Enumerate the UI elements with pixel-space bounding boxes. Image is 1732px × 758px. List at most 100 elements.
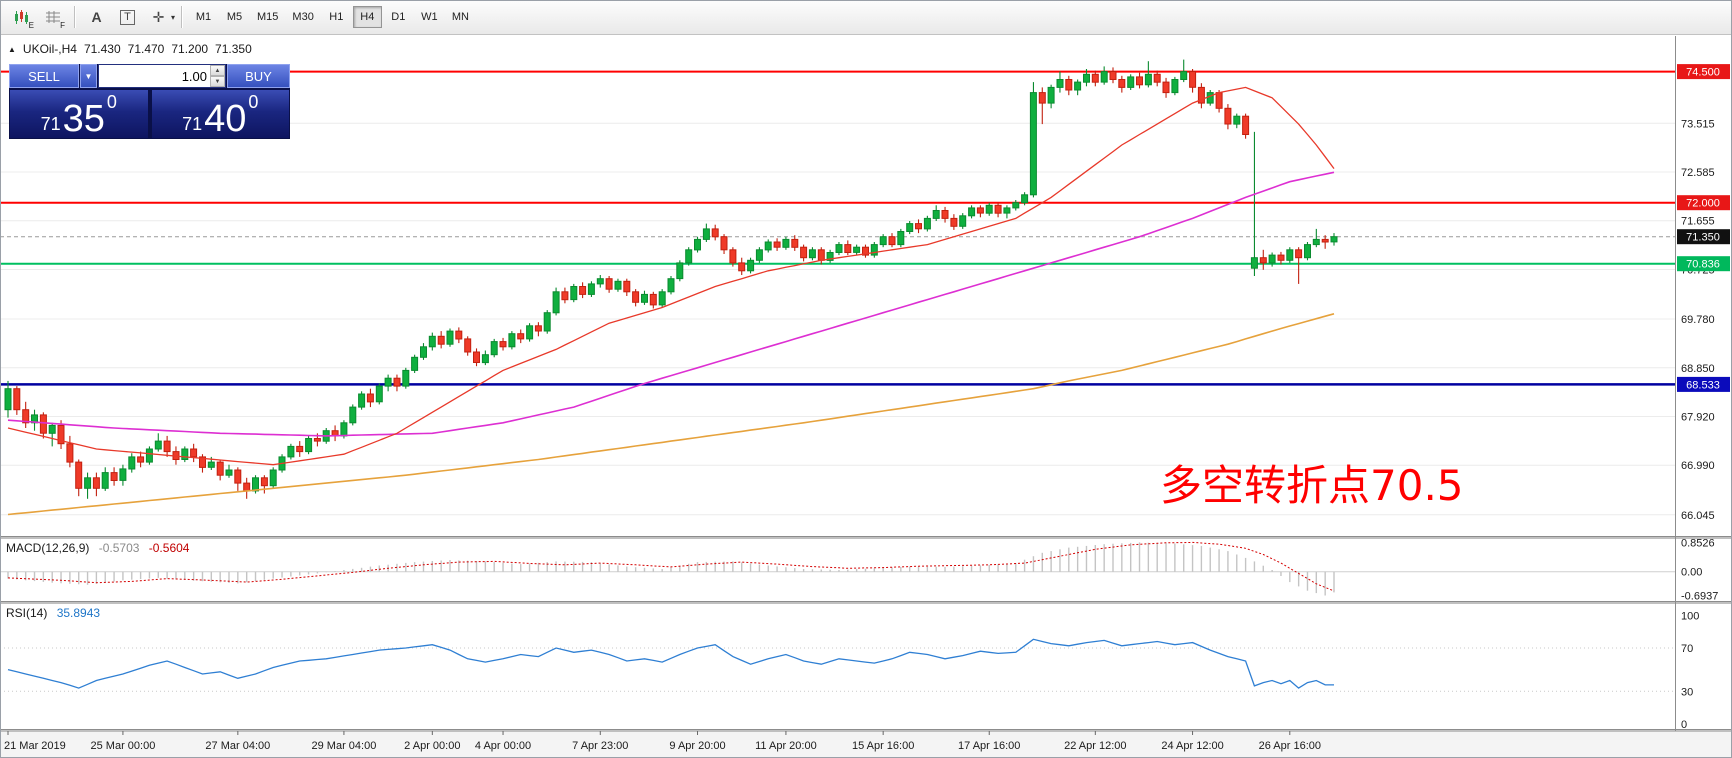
candle-body bbox=[1100, 71, 1108, 83]
candle-body bbox=[260, 477, 268, 487]
rsi-axis-label: 100 bbox=[1681, 611, 1699, 623]
font-tool-icon[interactable]: A bbox=[82, 4, 111, 30]
candle-body bbox=[614, 280, 622, 290]
volume-input[interactable]: 1.00 ▲ ▼ bbox=[98, 64, 226, 88]
candle-body bbox=[349, 406, 357, 424]
candle-body bbox=[738, 262, 746, 272]
price-tick-label: 71.655 bbox=[1681, 216, 1715, 228]
volume-step-up-button[interactable]: ▲ bbox=[210, 65, 225, 76]
candle-body bbox=[720, 236, 728, 251]
volume-dropdown-button[interactable]: ▼ bbox=[80, 64, 97, 88]
candle-body bbox=[1321, 238, 1329, 243]
price-tick-label: 72.585 bbox=[1681, 167, 1715, 179]
candle-body bbox=[968, 207, 976, 217]
candle-body bbox=[57, 424, 65, 445]
price-badge bbox=[1677, 64, 1730, 80]
grid-glyph bbox=[45, 10, 60, 23]
volume-value[interactable]: 1.00 bbox=[181, 69, 207, 84]
timeframe-button-M30[interactable]: M30 bbox=[286, 6, 319, 28]
candle-body bbox=[1304, 244, 1311, 259]
time-axis[interactable] bbox=[0, 731, 1732, 758]
candle-body bbox=[1047, 86, 1055, 104]
candle-body bbox=[1091, 73, 1099, 83]
candle-body bbox=[1312, 238, 1320, 246]
pane-splitter[interactable] bbox=[0, 601, 1732, 604]
candlestick-glyph bbox=[14, 9, 28, 24]
candle-body bbox=[747, 259, 755, 272]
candle-body bbox=[561, 291, 569, 301]
candle-body bbox=[190, 448, 198, 458]
rsi-axis-label: 0 bbox=[1681, 719, 1687, 731]
timeframe-button-M1[interactable]: M1 bbox=[189, 6, 218, 28]
timeframe-button-D1[interactable]: D1 bbox=[384, 6, 413, 28]
candle-body bbox=[1224, 107, 1232, 125]
pane-splitter[interactable] bbox=[0, 729, 1732, 732]
candle-body bbox=[1242, 115, 1250, 135]
timeframe-button-H4[interactable]: H4 bbox=[352, 6, 382, 28]
symbol-title: UKOil-,H4 bbox=[22, 42, 77, 56]
buy-button[interactable]: BUY bbox=[227, 64, 290, 88]
macd-indicator-label: MACD(12,26,9) -0.5703 -0.5604 bbox=[6, 541, 189, 555]
symbol-expand-icon[interactable]: ▲ bbox=[8, 44, 16, 54]
candle-body bbox=[1056, 79, 1064, 88]
candlestick-chart-icon[interactable]: E bbox=[7, 4, 36, 30]
candle-body bbox=[313, 438, 321, 442]
candle-body bbox=[1074, 81, 1082, 91]
candle-body bbox=[420, 346, 427, 358]
candle-body bbox=[464, 338, 472, 353]
trade-panel-controls: SELL ▼ 1.00 ▲ ▼ BUY bbox=[9, 64, 290, 88]
time-axis-label: 15 Apr 16:00 bbox=[852, 740, 914, 752]
candle-body bbox=[596, 278, 604, 285]
volume-step-down-button[interactable]: ▼ bbox=[210, 76, 225, 87]
price-tick-labels: 73.51572.58571.65570.72569.78068.85067.9… bbox=[1681, 118, 1715, 521]
candle-body bbox=[163, 440, 171, 453]
time-axis-label: 24 Apr 12:00 bbox=[1161, 740, 1223, 752]
candle-body bbox=[950, 217, 958, 227]
candle-body bbox=[402, 369, 410, 387]
candle-body bbox=[985, 204, 993, 214]
dropdown-caret-icon[interactable]: ▾ bbox=[171, 12, 176, 22]
candle-body bbox=[66, 443, 74, 463]
text-tool-icon[interactable]: T bbox=[113, 4, 142, 30]
histogram-grid-icon[interactable]: F bbox=[38, 4, 67, 30]
price-badge-label: 71.350 bbox=[1686, 232, 1720, 244]
candle-body bbox=[75, 461, 83, 489]
candle-body bbox=[517, 333, 525, 340]
candle-body bbox=[499, 341, 507, 348]
price-badge-label: 72.000 bbox=[1686, 198, 1720, 210]
timeframe-button-H1[interactable]: H1 bbox=[322, 6, 351, 28]
candle-body bbox=[1065, 79, 1073, 91]
price-badge-label: 68.533 bbox=[1686, 379, 1720, 391]
indicator-axis-labels: 0.8526 0.00 -0.6937 100 70 30 0 bbox=[1681, 537, 1718, 730]
candle-body bbox=[1250, 257, 1258, 269]
candle-body bbox=[897, 231, 905, 246]
candle-body bbox=[1215, 92, 1223, 109]
candle-body bbox=[534, 325, 542, 332]
candle-body bbox=[570, 286, 578, 301]
candle-body bbox=[1295, 249, 1303, 259]
time-axis-label: 4 Apr 00:00 bbox=[475, 740, 531, 752]
candle-body bbox=[384, 377, 392, 387]
timeframe-button-M5[interactable]: M5 bbox=[220, 6, 249, 28]
candle-body bbox=[393, 377, 401, 387]
candle-body bbox=[1127, 76, 1135, 88]
sell-button[interactable]: SELL bbox=[9, 64, 79, 88]
rsi-name: RSI(14) bbox=[6, 606, 48, 620]
crosshair-tool-icon[interactable]: ✛ bbox=[144, 4, 173, 30]
candle-body bbox=[835, 244, 843, 254]
timeframe-button-MN[interactable]: MN bbox=[446, 6, 475, 28]
price-badges: 74.500 72.000 71.350 70.836 68.533 bbox=[1677, 64, 1730, 392]
sell-price-display[interactable]: 71 35 0 bbox=[9, 89, 149, 139]
candlestick-layer bbox=[4, 59, 1338, 499]
time-axis-label: 21 Mar 2019 bbox=[4, 740, 66, 752]
timeframe-button-M15[interactable]: M15 bbox=[251, 6, 284, 28]
pane-splitter[interactable] bbox=[0, 536, 1732, 539]
price-badge bbox=[1677, 229, 1730, 245]
candle-body bbox=[340, 422, 348, 437]
macd-signal-line bbox=[7, 541, 1335, 592]
price-tick-label: 68.850 bbox=[1681, 363, 1715, 375]
buy-price-display[interactable]: 71 40 0 bbox=[150, 89, 290, 139]
candle-body bbox=[1162, 81, 1170, 94]
timeframe-button-W1[interactable]: W1 bbox=[415, 6, 444, 28]
candle-body bbox=[853, 246, 861, 253]
